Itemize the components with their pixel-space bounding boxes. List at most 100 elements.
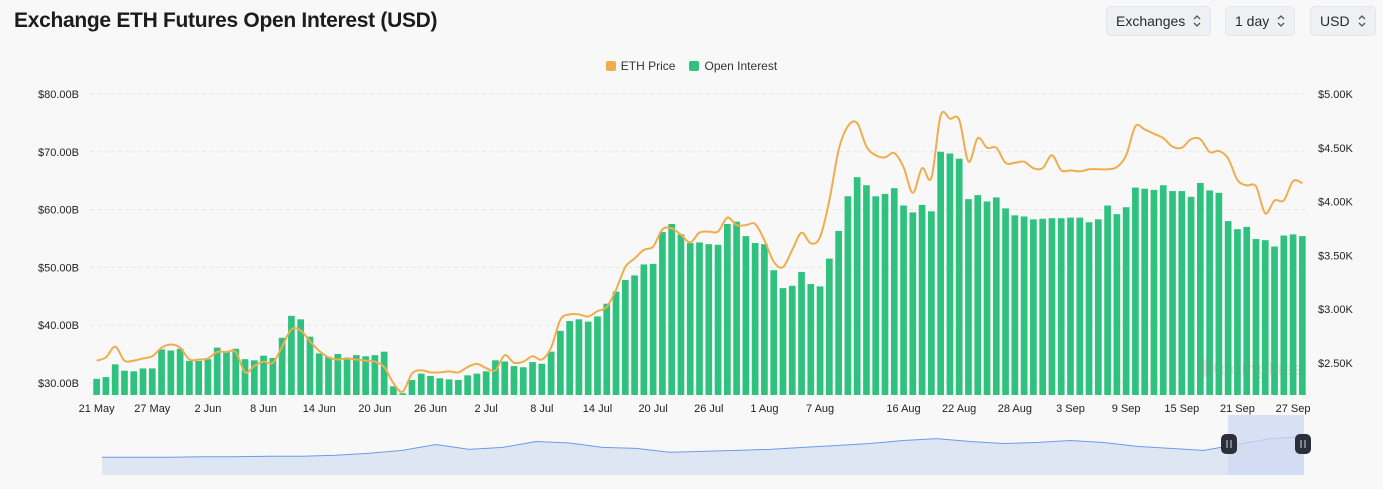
oi-bar[interactable] (399, 393, 407, 395)
legend-item-open-interest[interactable]: Open Interest (689, 59, 777, 73)
oi-bar[interactable] (1261, 240, 1269, 395)
oi-bar[interactable] (390, 386, 397, 395)
oi-bar[interactable] (1132, 187, 1139, 395)
oi-bar[interactable] (93, 378, 100, 395)
oi-bar[interactable] (807, 284, 815, 395)
oi-bar[interactable] (705, 244, 713, 395)
oi-bar[interactable] (464, 375, 471, 395)
oi-bar[interactable] (723, 223, 731, 395)
oi-bar[interactable] (1076, 217, 1084, 395)
oi-bar[interactable] (955, 158, 963, 395)
oi-bar[interactable] (111, 364, 119, 395)
oi-bar[interactable] (668, 223, 676, 395)
oi-bar[interactable] (612, 291, 620, 395)
oi-bar[interactable] (288, 315, 295, 395)
oi-bar[interactable] (1197, 182, 1204, 395)
navigator-handle[interactable] (1221, 434, 1237, 454)
oi-bar[interactable] (1169, 191, 1176, 395)
oi-bar[interactable] (427, 375, 434, 395)
oi-bar[interactable] (1150, 189, 1158, 395)
oi-bar[interactable] (436, 378, 444, 395)
oi-bar[interactable] (1271, 246, 1278, 395)
oi-bar[interactable] (733, 221, 740, 395)
oi-bar[interactable] (621, 280, 629, 395)
oi-bar[interactable] (863, 185, 870, 395)
oi-bar[interactable] (343, 357, 351, 395)
oi-bar[interactable] (779, 288, 787, 395)
oi-bar[interactable] (1187, 196, 1195, 395)
oi-bar[interactable] (816, 286, 824, 395)
oi-bar[interactable] (594, 316, 601, 395)
oi-bar[interactable] (946, 153, 954, 395)
oi-bar[interactable] (1206, 190, 1213, 395)
oi-bar[interactable] (204, 359, 212, 395)
oi-bar[interactable] (557, 330, 564, 395)
oi-bar[interactable] (900, 205, 907, 395)
oi-bar[interactable] (408, 379, 416, 395)
oi-bar[interactable] (566, 321, 573, 395)
oi-bar[interactable] (1252, 239, 1260, 395)
oi-bar[interactable] (983, 201, 991, 395)
oi-bar[interactable] (315, 353, 323, 395)
oi-bar[interactable] (455, 379, 462, 395)
oi-bar[interactable] (362, 356, 369, 395)
oi-bar[interactable] (1234, 229, 1241, 395)
oi-bar[interactable] (1141, 188, 1149, 395)
oi-bar[interactable] (297, 319, 305, 395)
oi-bar[interactable] (761, 244, 768, 395)
navigator-handle[interactable] (1295, 434, 1311, 454)
oi-bar[interactable] (380, 351, 388, 395)
oi-bar[interactable] (1299, 236, 1306, 395)
oi-bar[interactable] (334, 353, 342, 395)
interval-select[interactable]: 1 day (1225, 6, 1296, 36)
oi-bar[interactable] (965, 199, 972, 395)
oi-bar[interactable] (417, 373, 425, 395)
oi-bar[interactable] (1215, 192, 1223, 395)
oi-bar[interactable] (510, 366, 518, 395)
oi-bar[interactable] (473, 373, 481, 395)
oi-bar[interactable] (872, 196, 880, 395)
oi-bar[interactable] (881, 193, 889, 395)
oi-bar[interactable] (631, 275, 638, 395)
oi-bar[interactable] (1122, 207, 1130, 395)
navigator[interactable] (102, 415, 1311, 475)
oi-bar[interactable] (1113, 214, 1121, 395)
oi-bar[interactable] (1224, 221, 1232, 395)
oi-bar[interactable] (1280, 235, 1288, 395)
oi-bar[interactable] (325, 356, 332, 395)
oi-bar[interactable] (186, 360, 193, 395)
navigator-selection[interactable] (1228, 415, 1304, 475)
oi-bar[interactable] (686, 243, 694, 395)
oi-bar[interactable] (482, 371, 490, 395)
oi-bar[interactable] (278, 337, 286, 395)
oi-bar[interactable] (714, 244, 722, 395)
oi-bar[interactable] (974, 195, 982, 395)
oi-bar[interactable] (1039, 218, 1047, 395)
oi-bar[interactable] (742, 236, 750, 395)
oi-bar[interactable] (492, 360, 499, 395)
oi-bar[interactable] (306, 336, 314, 395)
oi-bar[interactable] (696, 242, 703, 395)
oi-bar[interactable] (269, 358, 277, 395)
oi-bar[interactable] (250, 360, 258, 395)
oi-bar[interactable] (788, 285, 796, 395)
oi-bar[interactable] (649, 263, 657, 395)
oi-bar[interactable] (260, 355, 267, 395)
oi-bar[interactable] (223, 351, 230, 395)
oi-bar[interactable] (241, 359, 249, 395)
oi-bar[interactable] (213, 347, 221, 395)
oi-bar[interactable] (102, 377, 110, 395)
oi-bar[interactable] (1104, 205, 1111, 395)
oi-bar[interactable] (139, 368, 147, 395)
oi-bar[interactable] (918, 204, 926, 395)
oi-bar[interactable] (121, 370, 128, 395)
oi-bar[interactable] (640, 264, 648, 395)
oi-bar[interactable] (890, 188, 898, 395)
oi-bar[interactable] (1067, 217, 1074, 395)
oi-bar[interactable] (1085, 222, 1093, 395)
oi-bar[interactable] (1159, 185, 1167, 395)
oi-bar[interactable] (519, 367, 527, 395)
oi-bar[interactable] (1048, 218, 1056, 395)
oi-bar[interactable] (547, 351, 555, 395)
oi-bar[interactable] (677, 234, 685, 395)
